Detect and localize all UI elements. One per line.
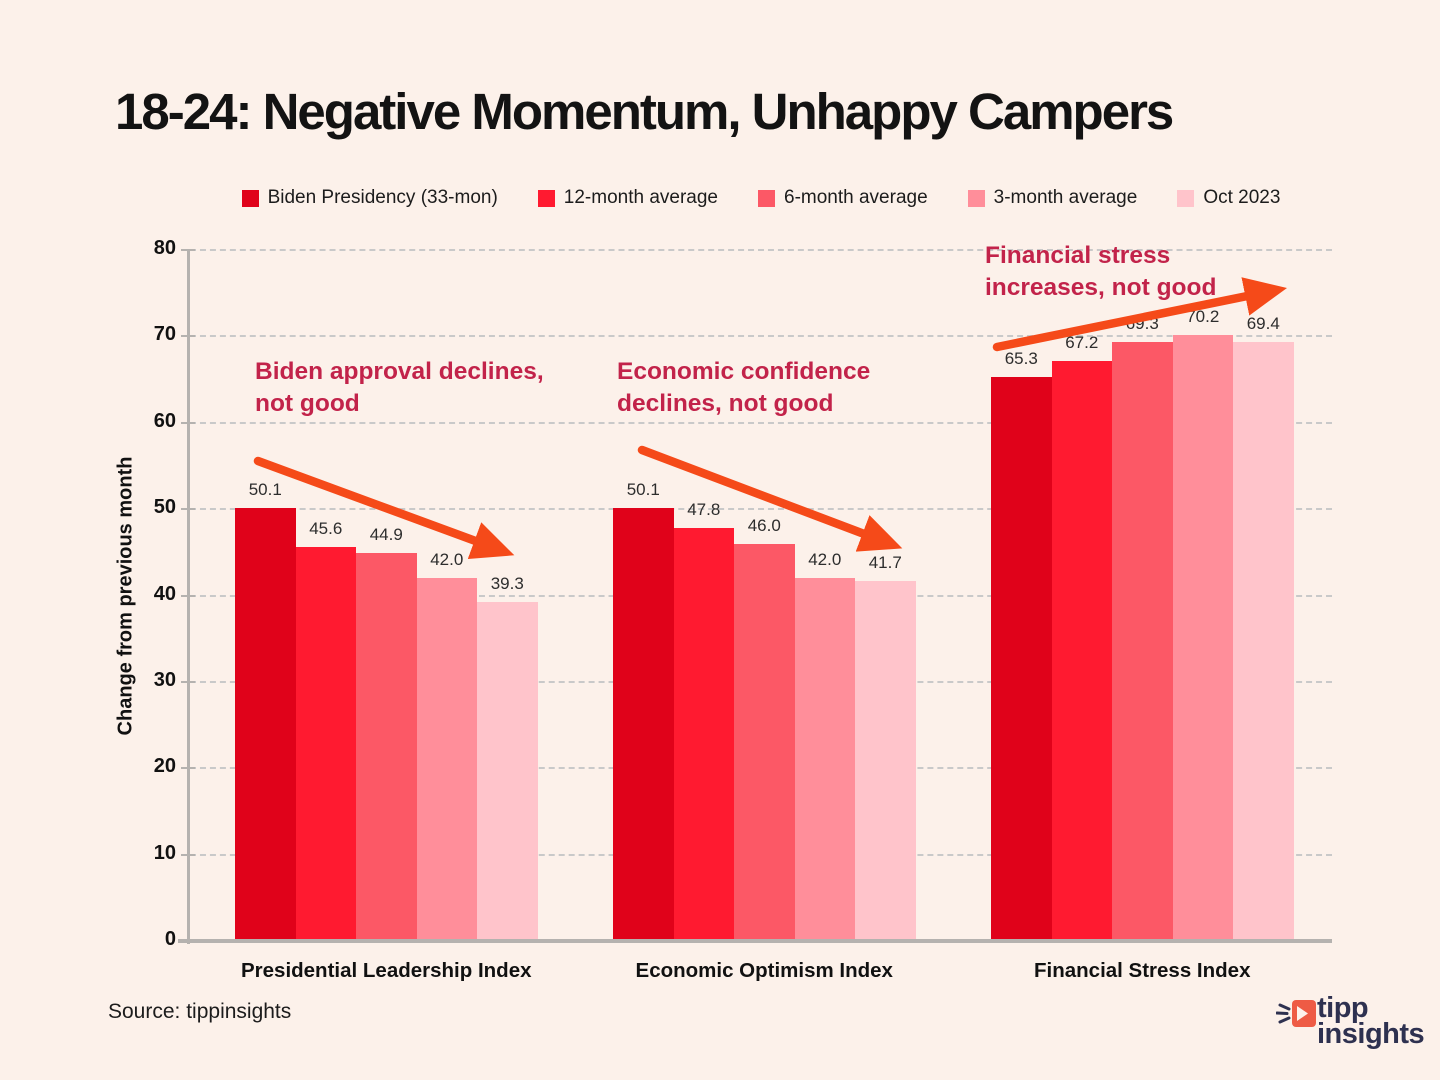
plot-area: 0 10 20 30 40 50 60 70 80 50.1 50.1 65.3 45.6 47.8 67.… [154,237,1332,982]
annotation-line: Financial stress [985,242,1171,269]
x-axis-baseline [178,939,1332,943]
bar-value-label: 39.3 [490,573,524,593]
bar [991,376,1052,941]
y-axis-line [187,250,190,944]
source-credit: Source: tippinsights [108,1000,292,1023]
y-tick-60 [181,421,195,424]
y-tick-label: 10 [153,841,176,864]
y-tick-label: 40 [153,582,176,605]
legend: Biden Presidency (33-mon) 12-month averag… [190,187,1332,209]
bar [1051,360,1112,941]
y-tick-label: 70 [153,323,176,346]
y-tick-label: 80 [153,237,176,259]
legend-label: Oct 2023 [1203,187,1281,208]
y-tick-label: 60 [153,409,176,432]
gridline-70 [190,335,1332,338]
legend-swatch [241,189,259,207]
legend-item: 6-month average [758,187,928,209]
bar [794,578,855,941]
tippinsights-logo: tipp insights [1276,992,1426,1055]
gridline-60 [190,421,1332,424]
bar [477,601,538,941]
bar-value-label: 50.1 [626,480,660,500]
bar-value-label: 67.2 [1065,332,1099,352]
tipp-arrow-icon [1276,1000,1316,1027]
legend-swatch [1177,189,1195,207]
annotation-line: Economic confidence [617,358,871,385]
y-tick-10 [181,853,195,856]
legend-label: 6-month average [784,187,928,208]
legend-label: 3-month average [993,187,1138,208]
legend-swatch [967,189,985,207]
legend-swatch [758,189,775,207]
bar [855,580,916,941]
bar [295,547,356,941]
y-tick-label: 30 [153,668,176,691]
legend-item: Oct 2023 [1177,187,1280,209]
legend-label: 12-month average [563,187,718,208]
x-category-label: Financial Stress Index [1034,959,1251,982]
bar [235,508,296,941]
y-tick-70 [181,335,195,338]
annotation-line: Biden approval declines, [255,358,544,385]
bar [1172,334,1233,941]
annotation-line: not good [255,390,360,417]
gridline-80 [190,249,1332,251]
y-tick-label: 50 [153,496,176,519]
bar [734,543,795,941]
bar [356,553,417,941]
bar [1233,341,1294,941]
annotation-biden-approval: Biden approval declines, not good [255,356,544,420]
annotation-economic-confidence: Economic confidence declines, not good [617,356,870,420]
y-tick-20 [181,767,195,770]
bar-value-label: 44.9 [369,525,403,545]
annotation-financial-stress: Financial stress increases, not good [985,240,1216,304]
legend-item: Biden Presidency (33-mon) [241,187,498,209]
y-tick-50 [181,508,195,511]
bar-value-label: 65.3 [1004,348,1038,368]
bar [416,578,477,941]
y-tick-30 [181,680,195,683]
y-tick-label: 20 [153,755,176,778]
x-category-label: Presidential Leadership Index [240,959,532,982]
bar-value-label: 42.0 [808,550,842,570]
y-tick-label: 0 [164,928,176,950]
annotation-line: declines, not good [617,390,834,417]
legend-swatch [537,189,555,207]
bar-value-label: 69.4 [1246,313,1280,333]
chart-title: 18-24: Negative Momentum, Unhappy Camper… [115,83,1174,140]
bar [613,508,674,941]
bar-value-label: 41.7 [868,552,902,572]
legend-item: 3-month average [967,187,1138,209]
bar-value-label: 50.1 [248,480,282,500]
legend-item: 12-month average [537,187,718,209]
bar-value-label: 46.0 [747,515,781,535]
logo-word-tipp: tipp [1317,992,1369,1024]
annotation-line: increases, not good [985,274,1217,301]
bar-value-label: 42.0 [430,550,464,570]
bar [673,528,734,941]
legend-label: Biden Presidency (33-mon) [267,187,498,208]
y-tick-40 [181,594,195,597]
logo-word-insights: insights [1317,1018,1425,1050]
bar [1112,342,1173,941]
y-tick-80 [181,249,195,251]
x-category-label: Economic Optimism Index [635,959,893,982]
